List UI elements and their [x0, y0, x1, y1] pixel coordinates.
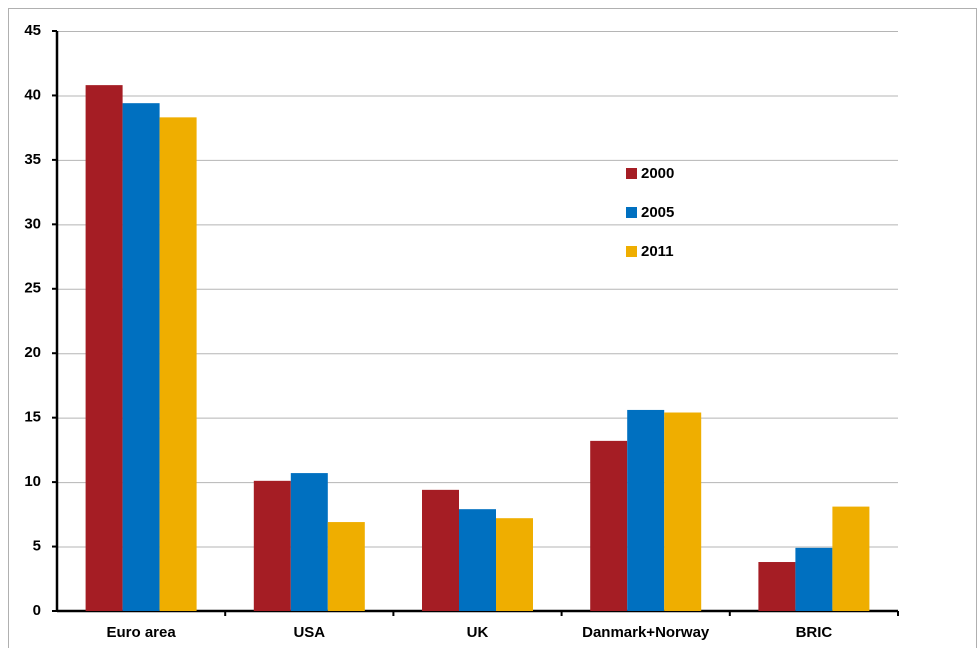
y-tick-label: 30 [24, 215, 41, 232]
bar [590, 440, 628, 611]
bar [459, 509, 496, 611]
x-tick-label: BRIC [796, 624, 833, 641]
bar [327, 522, 365, 611]
y-tick-label: 15 [24, 409, 41, 426]
y-tick-label: 35 [24, 151, 41, 168]
y-tick-label: 25 [24, 280, 41, 297]
bar [758, 562, 796, 611]
legend-swatch [626, 168, 637, 179]
x-tick-label: USA [293, 624, 325, 641]
bar [290, 473, 328, 611]
bar [422, 489, 459, 611]
bar [832, 506, 870, 611]
legend-swatch [626, 207, 637, 218]
x-tick-label: Danmark+Norway [582, 624, 710, 641]
y-tick-label: 20 [24, 344, 41, 361]
legend-label: 2011 [641, 243, 674, 260]
bar [122, 103, 160, 611]
x-tick-label: Euro area [106, 624, 176, 641]
y-tick-label: 5 [33, 538, 41, 555]
bar [664, 412, 702, 611]
legend-swatch [626, 246, 637, 257]
legend-label: 2005 [641, 204, 674, 221]
legend-label: 2000 [641, 165, 674, 182]
bar [627, 409, 665, 611]
y-tick-label: 0 [33, 602, 41, 619]
y-tick-label: 45 [24, 22, 41, 39]
bar [795, 547, 833, 611]
y-tick-label: 40 [24, 86, 41, 103]
bar [159, 117, 197, 611]
y-tick-label: 10 [24, 473, 41, 490]
bar [85, 85, 123, 612]
x-tick-label: UK [467, 624, 489, 641]
bar [496, 518, 533, 611]
bar [253, 480, 291, 611]
